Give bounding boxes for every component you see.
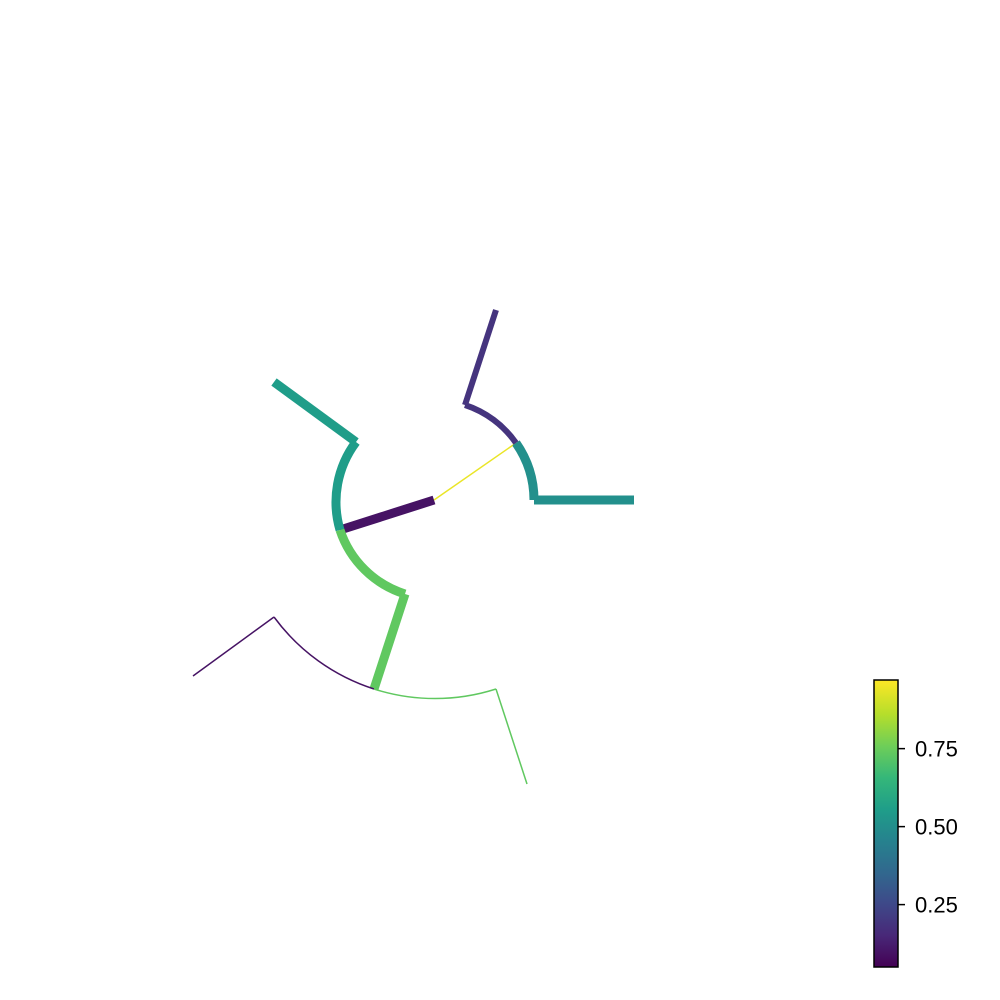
colorbar-gradient (874, 680, 898, 967)
edge-left-upper-leaf (271, 378, 359, 446)
colorbar-ticks: 0.25 0.50 0.75 (898, 737, 958, 918)
edge-bottom-left-leaf (192, 616, 275, 677)
colorbar: 0.25 0.50 0.75 (873, 679, 958, 968)
edge-bottom-right-leaf (495, 688, 528, 785)
edge-right-upper (464, 402, 519, 445)
edge-bottom-right (373, 688, 497, 700)
colorbar-frame (873, 679, 899, 968)
edge-bottom-left (273, 616, 375, 690)
colorbar-tick-label: 0.75 (915, 737, 958, 762)
edge-right-upper-leaf (462, 309, 499, 406)
edge-left-lower-stem (369, 592, 410, 691)
edge-left-upper (331, 439, 360, 532)
tree-edges (192, 309, 634, 785)
edge-root-left (338, 495, 436, 535)
edge-root-right (433, 442, 517, 501)
colorbar-tick-label: 0.25 (915, 893, 958, 918)
edge-left-lower (335, 528, 407, 599)
edge-right-lower (512, 440, 539, 501)
colorbar-tick-label: 0.50 (915, 815, 958, 840)
